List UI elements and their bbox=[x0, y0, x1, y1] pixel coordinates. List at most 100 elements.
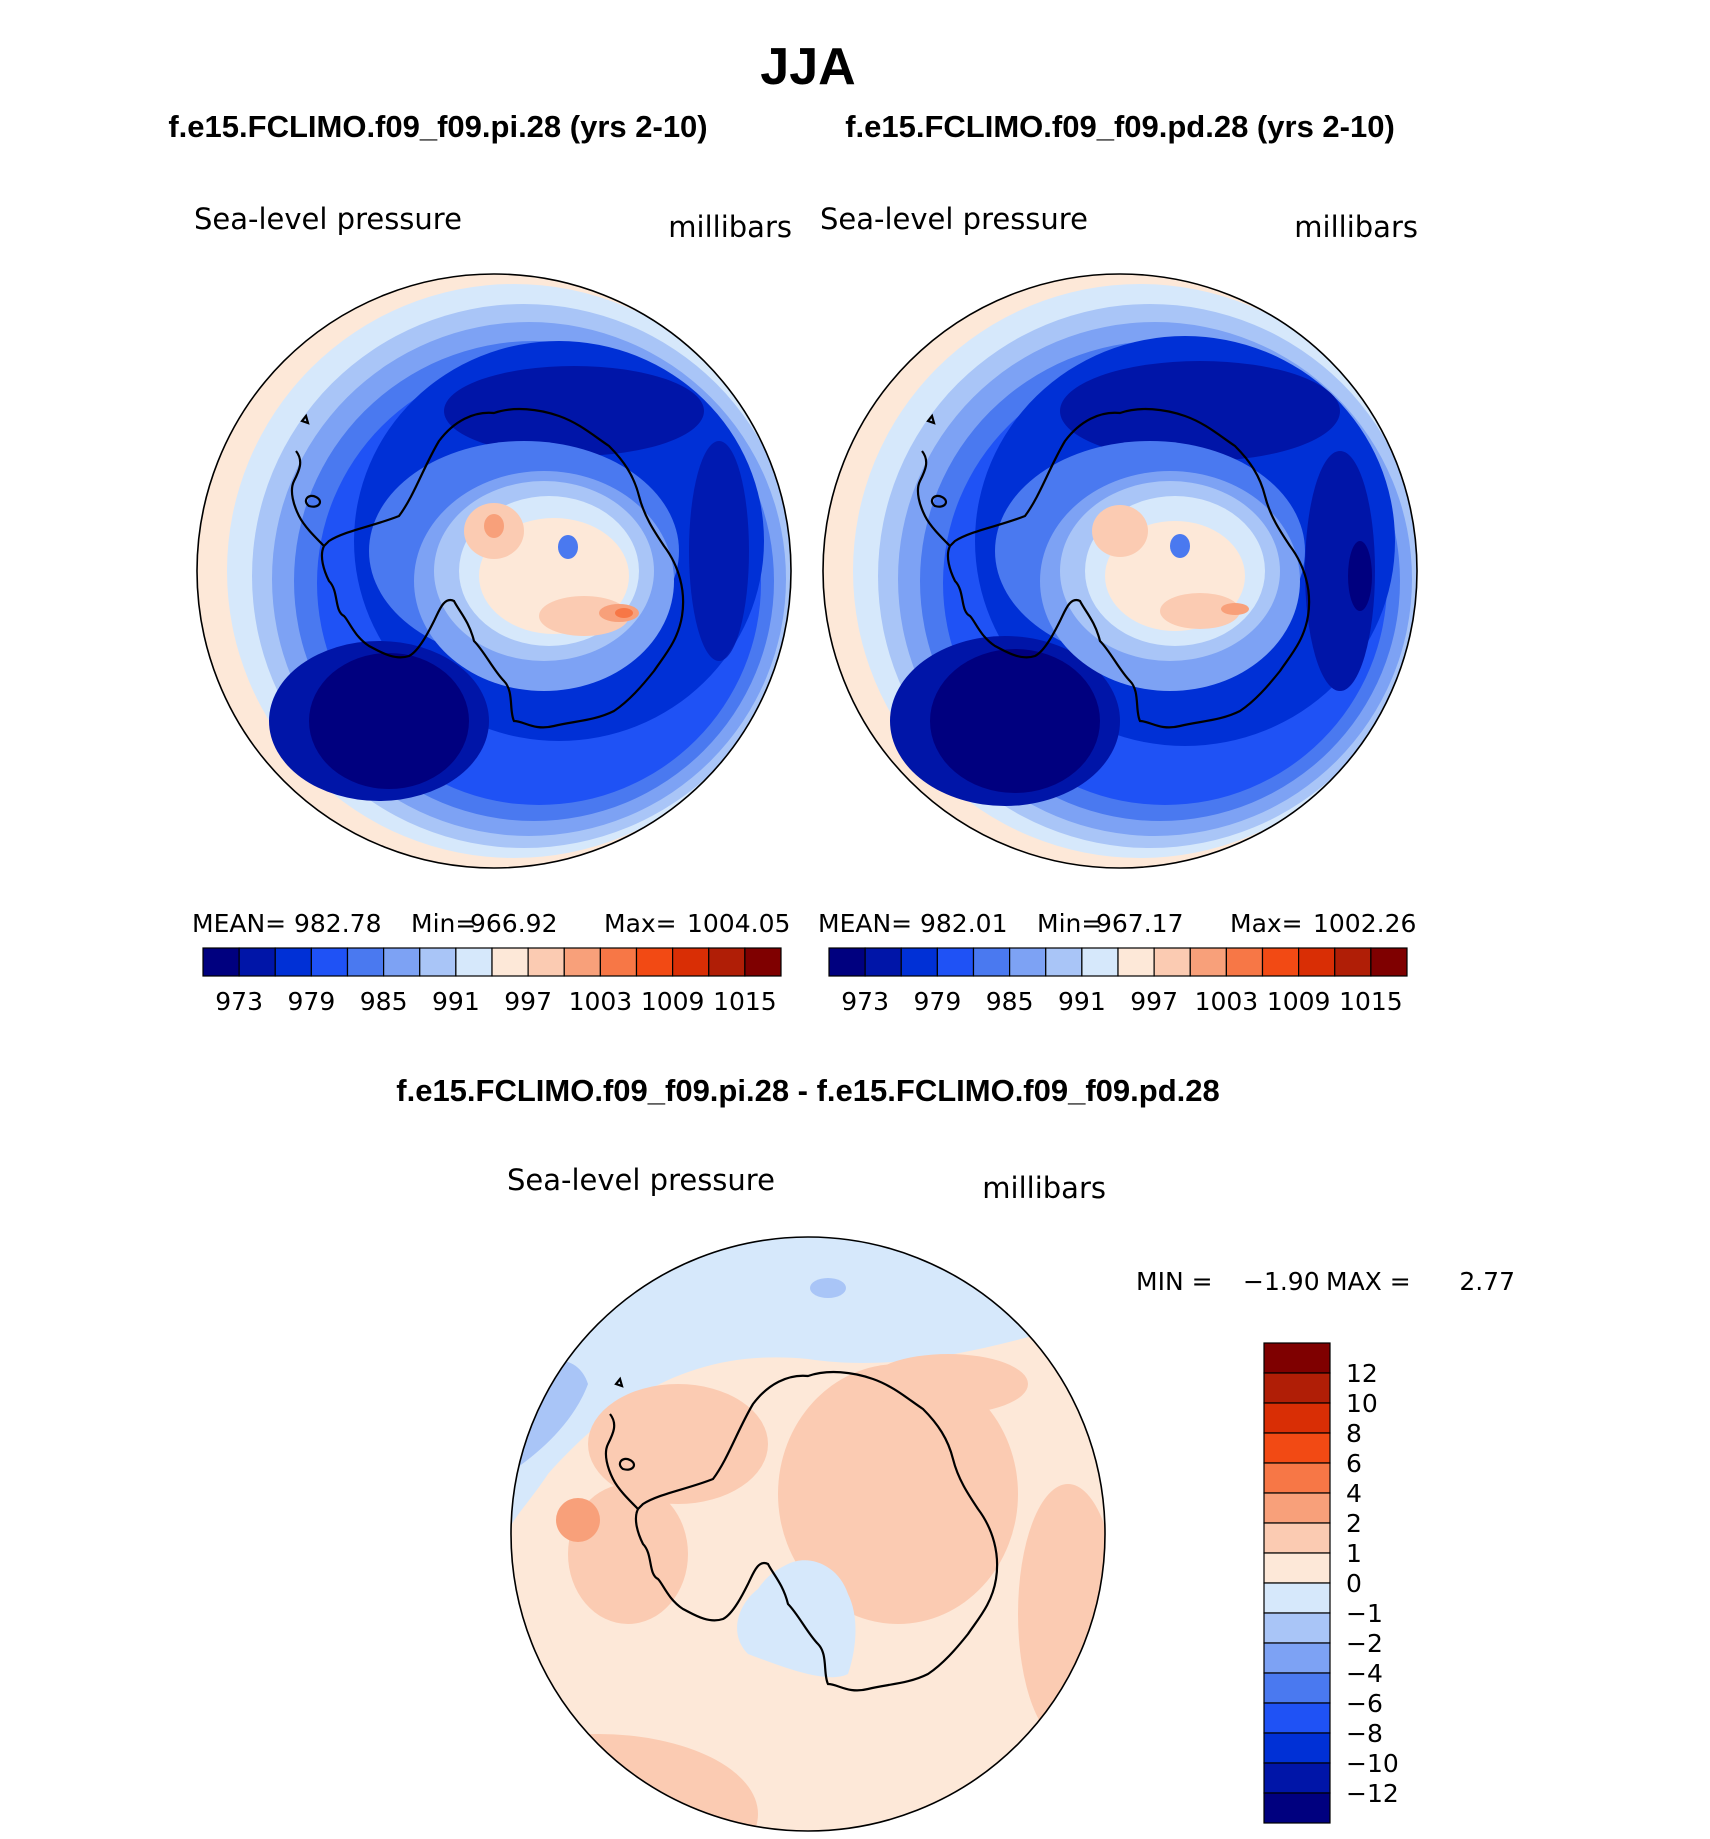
colorbar-pd-swatch bbox=[1334, 947, 1372, 977]
diff-max: 2.77 bbox=[1459, 1267, 1515, 1296]
colorbar-diff-tick-label: 2 bbox=[1346, 1509, 1362, 1538]
panel-pi-mean: 982.78 bbox=[294, 909, 381, 938]
colorbar-diff-tick-label: −12 bbox=[1346, 1779, 1399, 1808]
panel-pd-mean-label: MEAN= bbox=[818, 909, 912, 938]
panel-pd: f.e15.FCLIMO.f09_f09.pd.28 (yrs 2-10) Se… bbox=[818, 109, 1418, 1016]
colorbar-pd-tick-label: 985 bbox=[986, 987, 1034, 1016]
map-pi bbox=[196, 273, 792, 869]
colorbar-pd-swatch bbox=[1009, 947, 1047, 977]
colorbar-diff-tick-label: −10 bbox=[1346, 1749, 1399, 1778]
diff-variable: Sea-level pressure bbox=[507, 1163, 775, 1197]
panel-pi-units: millibars bbox=[668, 210, 792, 244]
colorbar-pd-swatch bbox=[828, 947, 866, 977]
panel-pd-mean: 982.01 bbox=[920, 909, 1007, 938]
colorbar-pd-tick-label: 997 bbox=[1130, 987, 1178, 1016]
colorbar-diff-swatch bbox=[1263, 1402, 1331, 1434]
colorbar-pi-tick-label: 979 bbox=[288, 987, 336, 1016]
colorbar-pi-swatch bbox=[274, 947, 312, 977]
colorbar-pi-swatch bbox=[527, 947, 565, 977]
colorbar-pd-tick-label: 979 bbox=[914, 987, 962, 1016]
colorbar-diff-swatch bbox=[1263, 1672, 1331, 1704]
season-title: JJA bbox=[760, 38, 855, 96]
colorbar-diff-swatch bbox=[1263, 1462, 1331, 1494]
colorbar-pd-tick-label: 1003 bbox=[1195, 987, 1259, 1016]
colorbar-pi-swatch bbox=[202, 947, 240, 977]
colorbar-diff-swatch bbox=[1263, 1342, 1331, 1374]
colorbar-diff-swatch bbox=[1263, 1522, 1331, 1554]
colorbar-pi-swatch bbox=[635, 947, 674, 977]
colorbar-pd-swatch bbox=[1117, 947, 1155, 977]
colorbar-pi-swatch bbox=[310, 947, 349, 977]
colorbar-pd-swatch bbox=[1370, 947, 1408, 977]
panel-pi-max-label: Max= bbox=[604, 909, 677, 938]
map-diff bbox=[510, 1236, 1106, 1832]
diff-units: millibars bbox=[982, 1171, 1106, 1205]
colorbar-pd-swatch bbox=[1153, 947, 1191, 977]
colorbar-diff-tick-label: 8 bbox=[1346, 1419, 1362, 1448]
colorbar-pd-swatch bbox=[1189, 947, 1227, 977]
colorbar-pi-tick-label: 991 bbox=[432, 987, 480, 1016]
colorbar-diff-swatch bbox=[1263, 1552, 1331, 1584]
colorbar-pi-tick-label: 985 bbox=[360, 987, 408, 1016]
colorbar-diff-tick-label: −1 bbox=[1346, 1599, 1383, 1628]
colorbar-pi-tick-label: 1003 bbox=[569, 987, 633, 1016]
colorbar-pi-swatch bbox=[419, 947, 457, 977]
panel-pi-min: 966.92 bbox=[470, 909, 557, 938]
colorbar-pi-swatch bbox=[383, 947, 421, 977]
colorbar-pd-tick-label: 973 bbox=[841, 987, 889, 1016]
panel-pi-max: 1004.05 bbox=[687, 909, 790, 938]
panel-pi-mean-label: MEAN= bbox=[192, 909, 286, 938]
colorbar-diff-tick-label: −8 bbox=[1346, 1719, 1383, 1748]
colorbar-pd-swatch bbox=[864, 947, 902, 977]
colorbar-diff-swatch bbox=[1263, 1642, 1331, 1674]
colorbar-diff-swatch bbox=[1263, 1432, 1331, 1464]
colorbar-diff-tick-label: −4 bbox=[1346, 1659, 1383, 1688]
colorbar-diff-swatch bbox=[1263, 1372, 1331, 1404]
colorbar-diff-swatch bbox=[1263, 1792, 1331, 1824]
diff-min-label: MIN = bbox=[1136, 1267, 1213, 1296]
panel-pi: f.e15.FCLIMO.f09_f09.pi.28 (yrs 2-10) Se… bbox=[168, 109, 792, 1016]
colorbar-pd-swatch bbox=[936, 947, 975, 977]
panel-pd-variable: Sea-level pressure bbox=[820, 202, 1088, 236]
colorbar-pd-tick-label: 1009 bbox=[1267, 987, 1331, 1016]
panel-pi-title: f.e15.FCLIMO.f09_f09.pi.28 (yrs 2-10) bbox=[168, 109, 707, 144]
colorbar-pi-tick-label: 1015 bbox=[713, 987, 777, 1016]
colorbar-diff-swatch bbox=[1263, 1492, 1331, 1524]
colorbar-pd-swatch bbox=[1225, 947, 1264, 977]
colorbar-pi: 973 979 985 991 997 1003 1009 1015 bbox=[202, 947, 782, 1016]
colorbar-pd-tick-label: 991 bbox=[1058, 987, 1106, 1016]
diff-max-label: MAX = bbox=[1326, 1267, 1411, 1296]
panel-pi-min-label: Min= bbox=[411, 909, 476, 938]
diff-min: −1.90 bbox=[1243, 1267, 1320, 1296]
colorbar-pd: 973 979 985 991 997 1003 1009 1015 bbox=[828, 947, 1408, 1016]
colorbar-diff-tick-label: −6 bbox=[1346, 1689, 1383, 1718]
colorbar-diff-swatch bbox=[1263, 1612, 1331, 1644]
colorbar-diff-tick-label: 4 bbox=[1346, 1479, 1362, 1508]
colorbar-pd-swatch bbox=[1261, 947, 1300, 977]
colorbar-pd-swatch bbox=[1298, 947, 1336, 977]
colorbar-pi-swatch bbox=[491, 947, 529, 977]
colorbar-diff-tick-label: 1 bbox=[1346, 1539, 1362, 1568]
colorbar-pd-tick-label: 1015 bbox=[1339, 987, 1403, 1016]
colorbar-diff-tick-label: 10 bbox=[1346, 1389, 1378, 1418]
colorbar-pd-swatch bbox=[1081, 947, 1119, 977]
panel-pd-min: 967.17 bbox=[1096, 909, 1183, 938]
colorbar-diff-swatch bbox=[1263, 1702, 1331, 1734]
colorbar-diff-swatch bbox=[1263, 1582, 1331, 1614]
diff-title: f.e15.FCLIMO.f09_f09.pi.28 - f.e15.FCLIM… bbox=[396, 1073, 1219, 1108]
colorbar-pi-swatch bbox=[708, 947, 746, 977]
panel-pi-variable: Sea-level pressure bbox=[194, 202, 462, 236]
colorbar-diff-tick-label: −2 bbox=[1346, 1629, 1383, 1658]
colorbar-pi-swatch bbox=[672, 947, 710, 977]
colorbar-pd-swatch bbox=[972, 947, 1011, 977]
panel-pd-max-label: Max= bbox=[1230, 909, 1303, 938]
panel-pd-max: 1002.26 bbox=[1313, 909, 1416, 938]
colorbar-diff-swatch bbox=[1263, 1732, 1331, 1764]
colorbar-pi-swatch bbox=[455, 947, 493, 977]
colorbar-pi-tick-label: 973 bbox=[215, 987, 263, 1016]
colorbar-pi-swatch bbox=[599, 947, 638, 977]
map-pd bbox=[822, 273, 1418, 869]
colorbar-diff-tick-label: 0 bbox=[1346, 1569, 1362, 1598]
panel-pd-title: f.e15.FCLIMO.f09_f09.pd.28 (yrs 2-10) bbox=[845, 109, 1395, 144]
